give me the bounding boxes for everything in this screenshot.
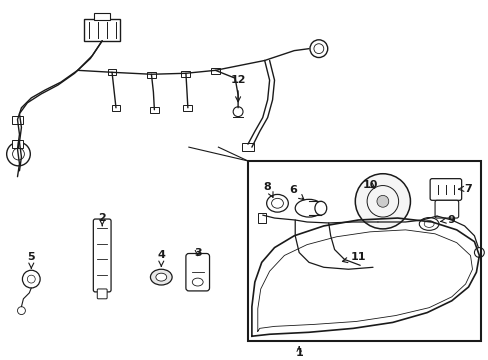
Circle shape [355,174,409,229]
Bar [183,105,192,111]
Ellipse shape [156,273,166,281]
Text: 3: 3 [194,248,201,257]
FancyBboxPatch shape [429,179,461,200]
Bar [94,13,110,20]
Circle shape [376,195,388,207]
FancyBboxPatch shape [185,253,209,291]
Text: 5: 5 [27,252,35,268]
FancyBboxPatch shape [434,200,458,218]
FancyBboxPatch shape [93,219,111,292]
Bar [84,19,120,41]
Text: 9: 9 [440,215,454,225]
Bar [111,105,120,111]
Ellipse shape [266,194,288,212]
Bar [150,107,159,113]
Text: 10: 10 [362,180,377,190]
Ellipse shape [418,217,438,230]
Text: 12: 12 [230,75,245,102]
Text: 8: 8 [263,181,272,197]
Bar [242,143,253,151]
Text: 7: 7 [458,184,471,194]
Bar [147,72,156,78]
Bar [211,68,220,74]
Text: 2: 2 [98,213,106,226]
Text: 1: 1 [295,348,303,358]
Bar [247,161,480,341]
Text: 6: 6 [289,185,304,200]
Bar [12,140,23,148]
Ellipse shape [150,269,172,285]
Bar [107,69,116,75]
Ellipse shape [314,201,326,215]
Text: 4: 4 [157,251,165,266]
Bar [12,116,23,123]
Bar [257,213,265,223]
Text: 11: 11 [342,252,365,262]
FancyBboxPatch shape [97,289,107,299]
Circle shape [233,107,243,117]
Bar [181,71,190,77]
Ellipse shape [295,199,322,217]
